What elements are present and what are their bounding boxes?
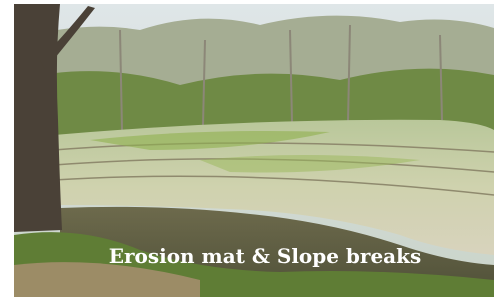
page: Erosion mat & Slope breaks (() => { cons… — [0, 0, 496, 301]
scene: Erosion mat & Slope breaks — [14, 4, 494, 297]
tree-trunk — [14, 4, 62, 232]
photo: Erosion mat & Slope breaks — [0, 0, 496, 301]
caption: Erosion mat & Slope breaks — [109, 244, 422, 268]
